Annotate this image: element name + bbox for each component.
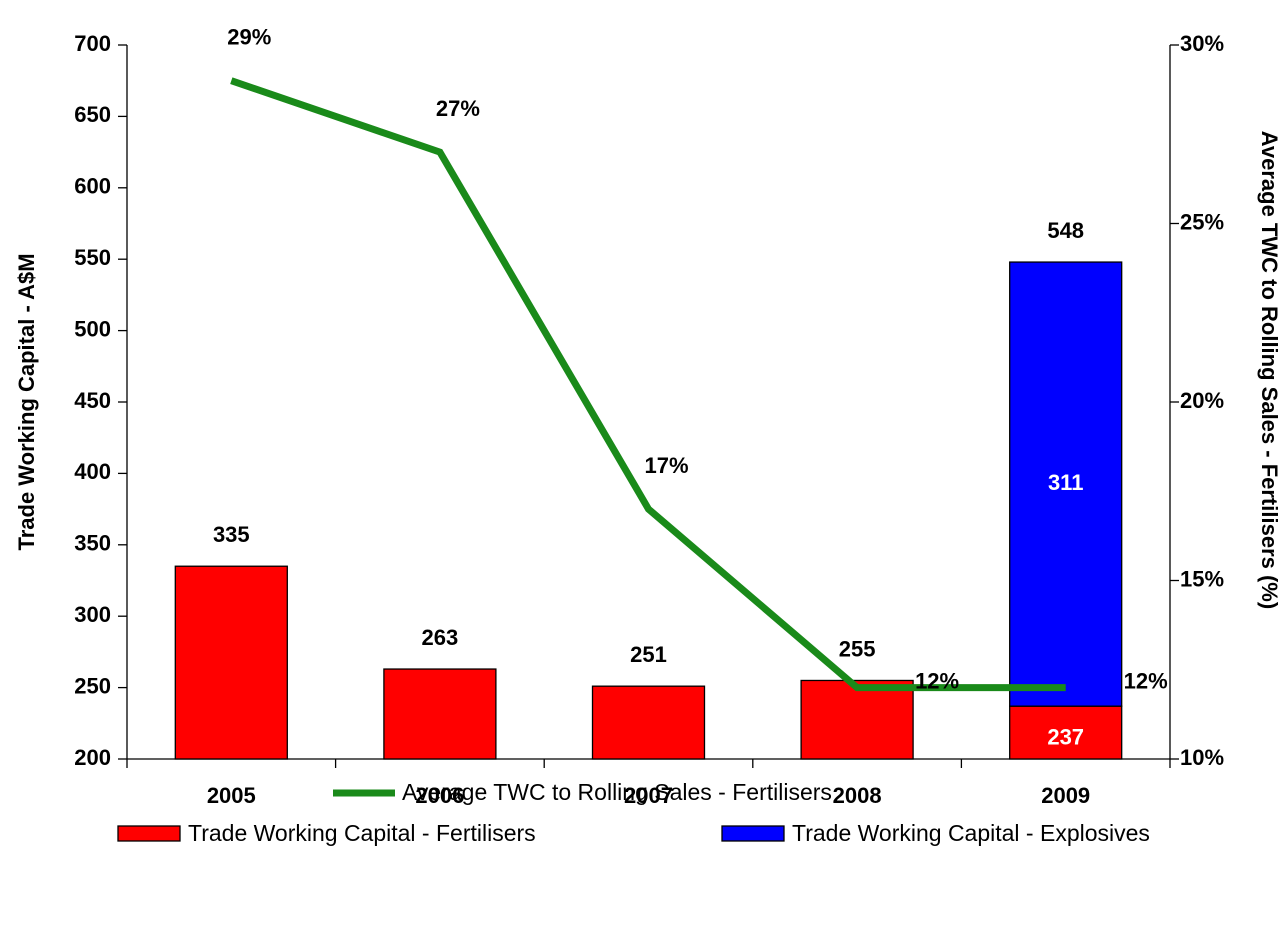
bar xyxy=(800,679,914,760)
y-tick-label: 550 xyxy=(74,245,111,270)
bar xyxy=(1009,705,1123,760)
y-tick-label: 200 xyxy=(74,745,111,770)
bar-value-label: 335 xyxy=(213,522,250,547)
total-label: 548 xyxy=(1047,218,1084,243)
y-tick-label: 600 xyxy=(74,174,111,199)
line-value-label: 12% xyxy=(915,668,959,693)
x-tick-label: 2006 xyxy=(415,783,464,808)
y2-tick-label: 10% xyxy=(1180,745,1224,770)
x-tick-label: 2009 xyxy=(1041,783,1090,808)
bar xyxy=(1009,261,1123,707)
y-tick-label: 500 xyxy=(74,316,111,341)
bar-value-label: 255 xyxy=(839,636,876,661)
line-value-label: 17% xyxy=(644,453,688,478)
bar-value-label: 311 xyxy=(1048,470,1084,495)
y-tick-label: 400 xyxy=(74,459,111,484)
y2-tick-label: 15% xyxy=(1180,566,1224,591)
y2-tick-label: 25% xyxy=(1180,209,1224,234)
bar xyxy=(174,565,288,760)
y-tick-label: 250 xyxy=(74,673,111,698)
y2-tick-label: 20% xyxy=(1180,388,1224,413)
legend-label: Trade Working Capital - Explosives xyxy=(792,820,1150,846)
x-tick-label: 2005 xyxy=(207,783,256,808)
legend-label: Average TWC to Rolling Sales - Fertilise… xyxy=(402,779,832,805)
y2-axis-title: Average TWC to Rolling Sales - Fertilise… xyxy=(1257,131,1282,609)
bar xyxy=(383,668,497,760)
y-tick-label: 300 xyxy=(74,602,111,627)
line-series xyxy=(230,77,1066,692)
y2-tick-label: 30% xyxy=(1180,31,1224,56)
bar-value-label: 237 xyxy=(1047,724,1084,749)
bar-value-label: 263 xyxy=(422,625,459,650)
x-tick-label: 2007 xyxy=(624,783,673,808)
x-tick-label: 2008 xyxy=(833,783,882,808)
y-tick-label: 650 xyxy=(74,102,111,127)
line-value-label: 27% xyxy=(436,96,480,121)
bar xyxy=(591,685,706,760)
legend-swatch xyxy=(117,825,181,842)
y-tick-label: 700 xyxy=(74,31,111,56)
y-tick-label: 350 xyxy=(74,531,111,556)
y-tick-label: 450 xyxy=(74,388,111,413)
y-axis-title: Trade Working Capital - A$M xyxy=(14,253,39,550)
legend-swatch xyxy=(721,825,785,842)
line-value-label: 29% xyxy=(227,25,271,50)
legend-label: Trade Working Capital - Fertilisers xyxy=(188,820,536,846)
bar-value-label: 251 xyxy=(630,642,667,667)
line-value-label: 12% xyxy=(1124,668,1168,693)
